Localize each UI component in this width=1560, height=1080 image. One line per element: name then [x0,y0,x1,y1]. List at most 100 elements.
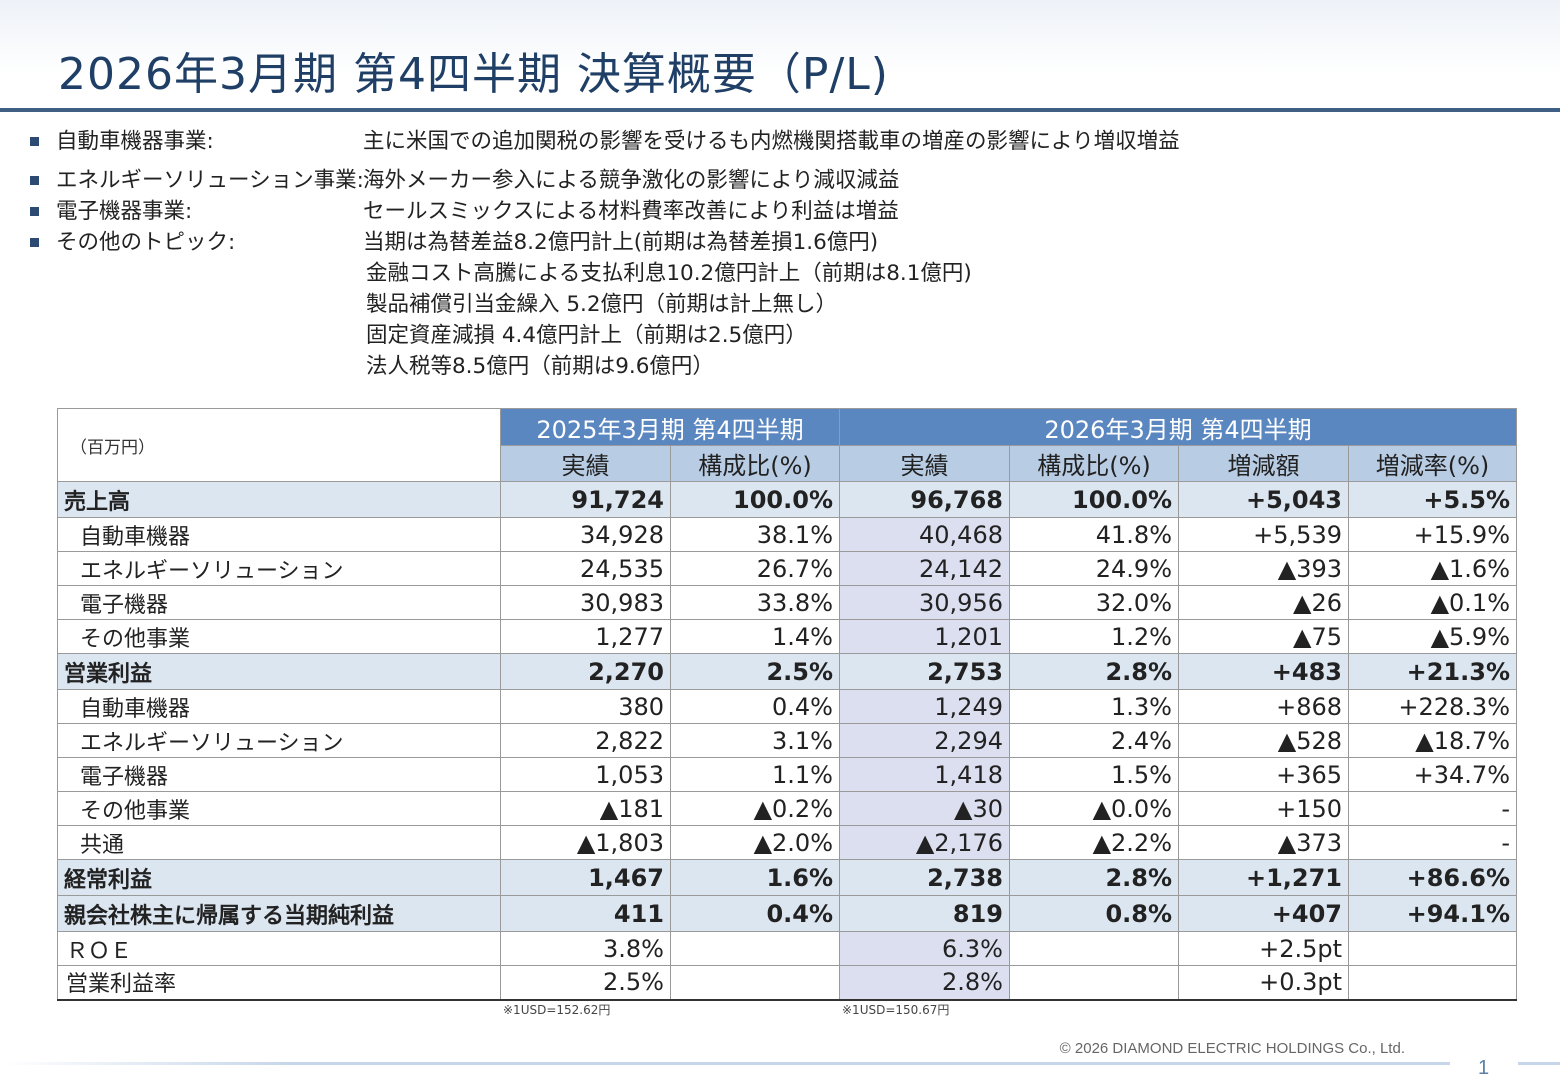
bullet-icon [30,137,39,146]
row-label: エネルギーソリューション [57,723,501,758]
column-header: 実績 [839,445,1010,482]
table-cell: ▲18.7% [1348,723,1517,758]
footer-divider [1518,1062,1560,1065]
unit-label: （百万円） [57,408,501,482]
table-cell: +2.5pt [1178,931,1349,966]
table-cell: 1,467 [500,859,671,896]
topic-label: 自動車機器事業: [56,129,214,154]
table-cell: 34,928 [500,517,671,552]
table-cell: 100.0% [670,481,840,518]
title-divider [0,108,1560,112]
table-cell: 40,468 [839,517,1010,552]
table-cell: 2,294 [839,723,1010,758]
table-cell: 41.8% [1009,517,1179,552]
row-label: 売上高 [57,481,501,518]
table-cell: +407 [1178,895,1349,932]
table-cell: +21.3% [1348,653,1517,690]
table-cell: - [1348,825,1517,860]
table-cell: 2.5% [670,653,840,690]
table-cell: 2.8% [1009,859,1179,896]
table-cell: ▲26 [1178,585,1349,620]
table-cell [670,965,840,1001]
topic-label: 電子機器事業: [56,199,193,224]
table-cell: +86.6% [1348,859,1517,896]
table-cell: +0.3pt [1178,965,1349,1001]
table-cell: 32.0% [1009,585,1179,620]
table-cell: 1,053 [500,757,671,792]
table-cell: 380 [500,689,671,724]
page-title: 2026年3月期 第4四半期 決算概要（P/L) [58,49,889,100]
table-cell: 2.8% [839,965,1010,1001]
table-cell: 3.8% [500,931,671,966]
table-cell: +5.5% [1348,481,1517,518]
footer-divider [0,1062,1450,1065]
table-cell: 24,142 [839,551,1010,586]
row-label: 電子機器 [57,585,501,620]
table-cell: 1.2% [1009,619,1179,654]
row-label: 共通 [57,825,501,860]
table-row: 売上高 91,724 100.0% 96,768 100.0% +5,043 +5.5% [57,481,1517,518]
table-cell: 6.3% [839,931,1010,966]
table-cell: 96,768 [839,481,1010,518]
table-cell: +34.7% [1348,757,1517,792]
table-cell [1348,931,1517,966]
row-label: 経常利益 [57,859,501,896]
table-cell: 38.1% [670,517,840,552]
row-label: その他事業 [57,791,501,826]
table-cell: 0.4% [670,895,840,932]
table-row: エネルギーソリューション 2,822 3.1% 2,294 2.4% ▲528 ▲18.7% [57,723,1517,758]
table-cell [1348,965,1517,1001]
table-cell: 411 [500,895,671,932]
table-cell: 0.4% [670,689,840,724]
row-label: 親会社株主に帰属する当期純利益 [57,895,501,932]
row-label: 自動車機器 [57,517,501,552]
table-cell: 1.5% [1009,757,1179,792]
table-cell: 26.7% [670,551,840,586]
table-row: 親会社株主に帰属する当期純利益 411 0.4% 819 0.8% +407 +94.1% [57,895,1517,932]
topic-text: 金融コスト高騰による支払利息10.2億円計上（前期は8.1億円) [366,261,972,286]
row-label: その他事業 [57,619,501,654]
exchange-rate-note-prev: ※1USD=152.62円 [503,1003,611,1017]
topic-text: 海外メーカー参入による競争激化の影響により減収減益 [363,168,900,193]
column-header: 増減率(%) [1348,445,1517,482]
row-label: 電子機器 [57,757,501,792]
table-cell: 1.3% [1009,689,1179,724]
topic-text: 製品補償引当金繰入 5.2億円（前期は計上無し） [366,292,838,317]
table-row: 電子機器 30,983 33.8% 30,956 32.0% ▲26 ▲0.1% [57,585,1517,620]
table-row: エネルギーソリューション 24,535 26.7% 24,142 24.9% ▲393 ▲1… [57,551,1517,586]
table-cell: +868 [1178,689,1349,724]
table-cell: 2,738 [839,859,1010,896]
pl-summary-table: （百万円） 2025年3月期 第4四半期 2026年3月期 第4四半期 実績 構… [57,408,1517,1001]
table-row: その他事業 ▲181 ▲0.2% ▲30 ▲0.0% +150- [57,791,1517,826]
topic-text: 固定資産減損 4.4億円計上（前期は2.5億円） [366,323,807,348]
table-cell: 1,201 [839,619,1010,654]
table-cell: +483 [1178,653,1349,690]
table-row: その他事業 1,277 1.4% 1,201 1.2% ▲75 ▲5.9% [57,619,1517,654]
period-header-curr: 2026年3月期 第4四半期 [839,408,1517,446]
topic-text: セールスミックスによる材料費率改善により利益は増益 [363,199,899,224]
bullet-icon [30,207,39,216]
exchange-rate-note-curr: ※1USD=150.67円 [842,1003,950,1017]
table-cell: 0.8% [1009,895,1179,932]
table-cell: +1,271 [1178,859,1349,896]
row-label: エネルギーソリューション [57,551,501,586]
table-cell: +5,539 [1178,517,1349,552]
table-cell: 1,418 [839,757,1010,792]
table-cell: 2,822 [500,723,671,758]
table-cell: ▲373 [1178,825,1349,860]
table-cell: +365 [1178,757,1349,792]
bullet-icon [30,238,39,247]
table-cell: ▲0.1% [1348,585,1517,620]
table-cell: ▲75 [1178,619,1349,654]
topic-text: 当期は為替差益8.2億円計上(前期は為替差損1.6億円) [363,230,879,255]
table-row: 経常利益 1,467 1.6% 2,738 2.8% +1,271 +86.6% [57,859,1517,896]
header-band [0,0,1560,108]
row-label: 営業利益率 [57,965,501,1001]
table-cell: ▲528 [1178,723,1349,758]
row-label: 営業利益 [57,653,501,690]
table-cell: ▲1,803 [500,825,671,860]
table-cell: 2.4% [1009,723,1179,758]
table-row: 電子機器 1,053 1.1% 1,418 1.5% +365 +34.7% [57,757,1517,792]
column-header: 増減額 [1178,445,1349,482]
table-row: 自動車機器 380 0.4% 1,249 1.3% +868 +228.3% [57,689,1517,724]
